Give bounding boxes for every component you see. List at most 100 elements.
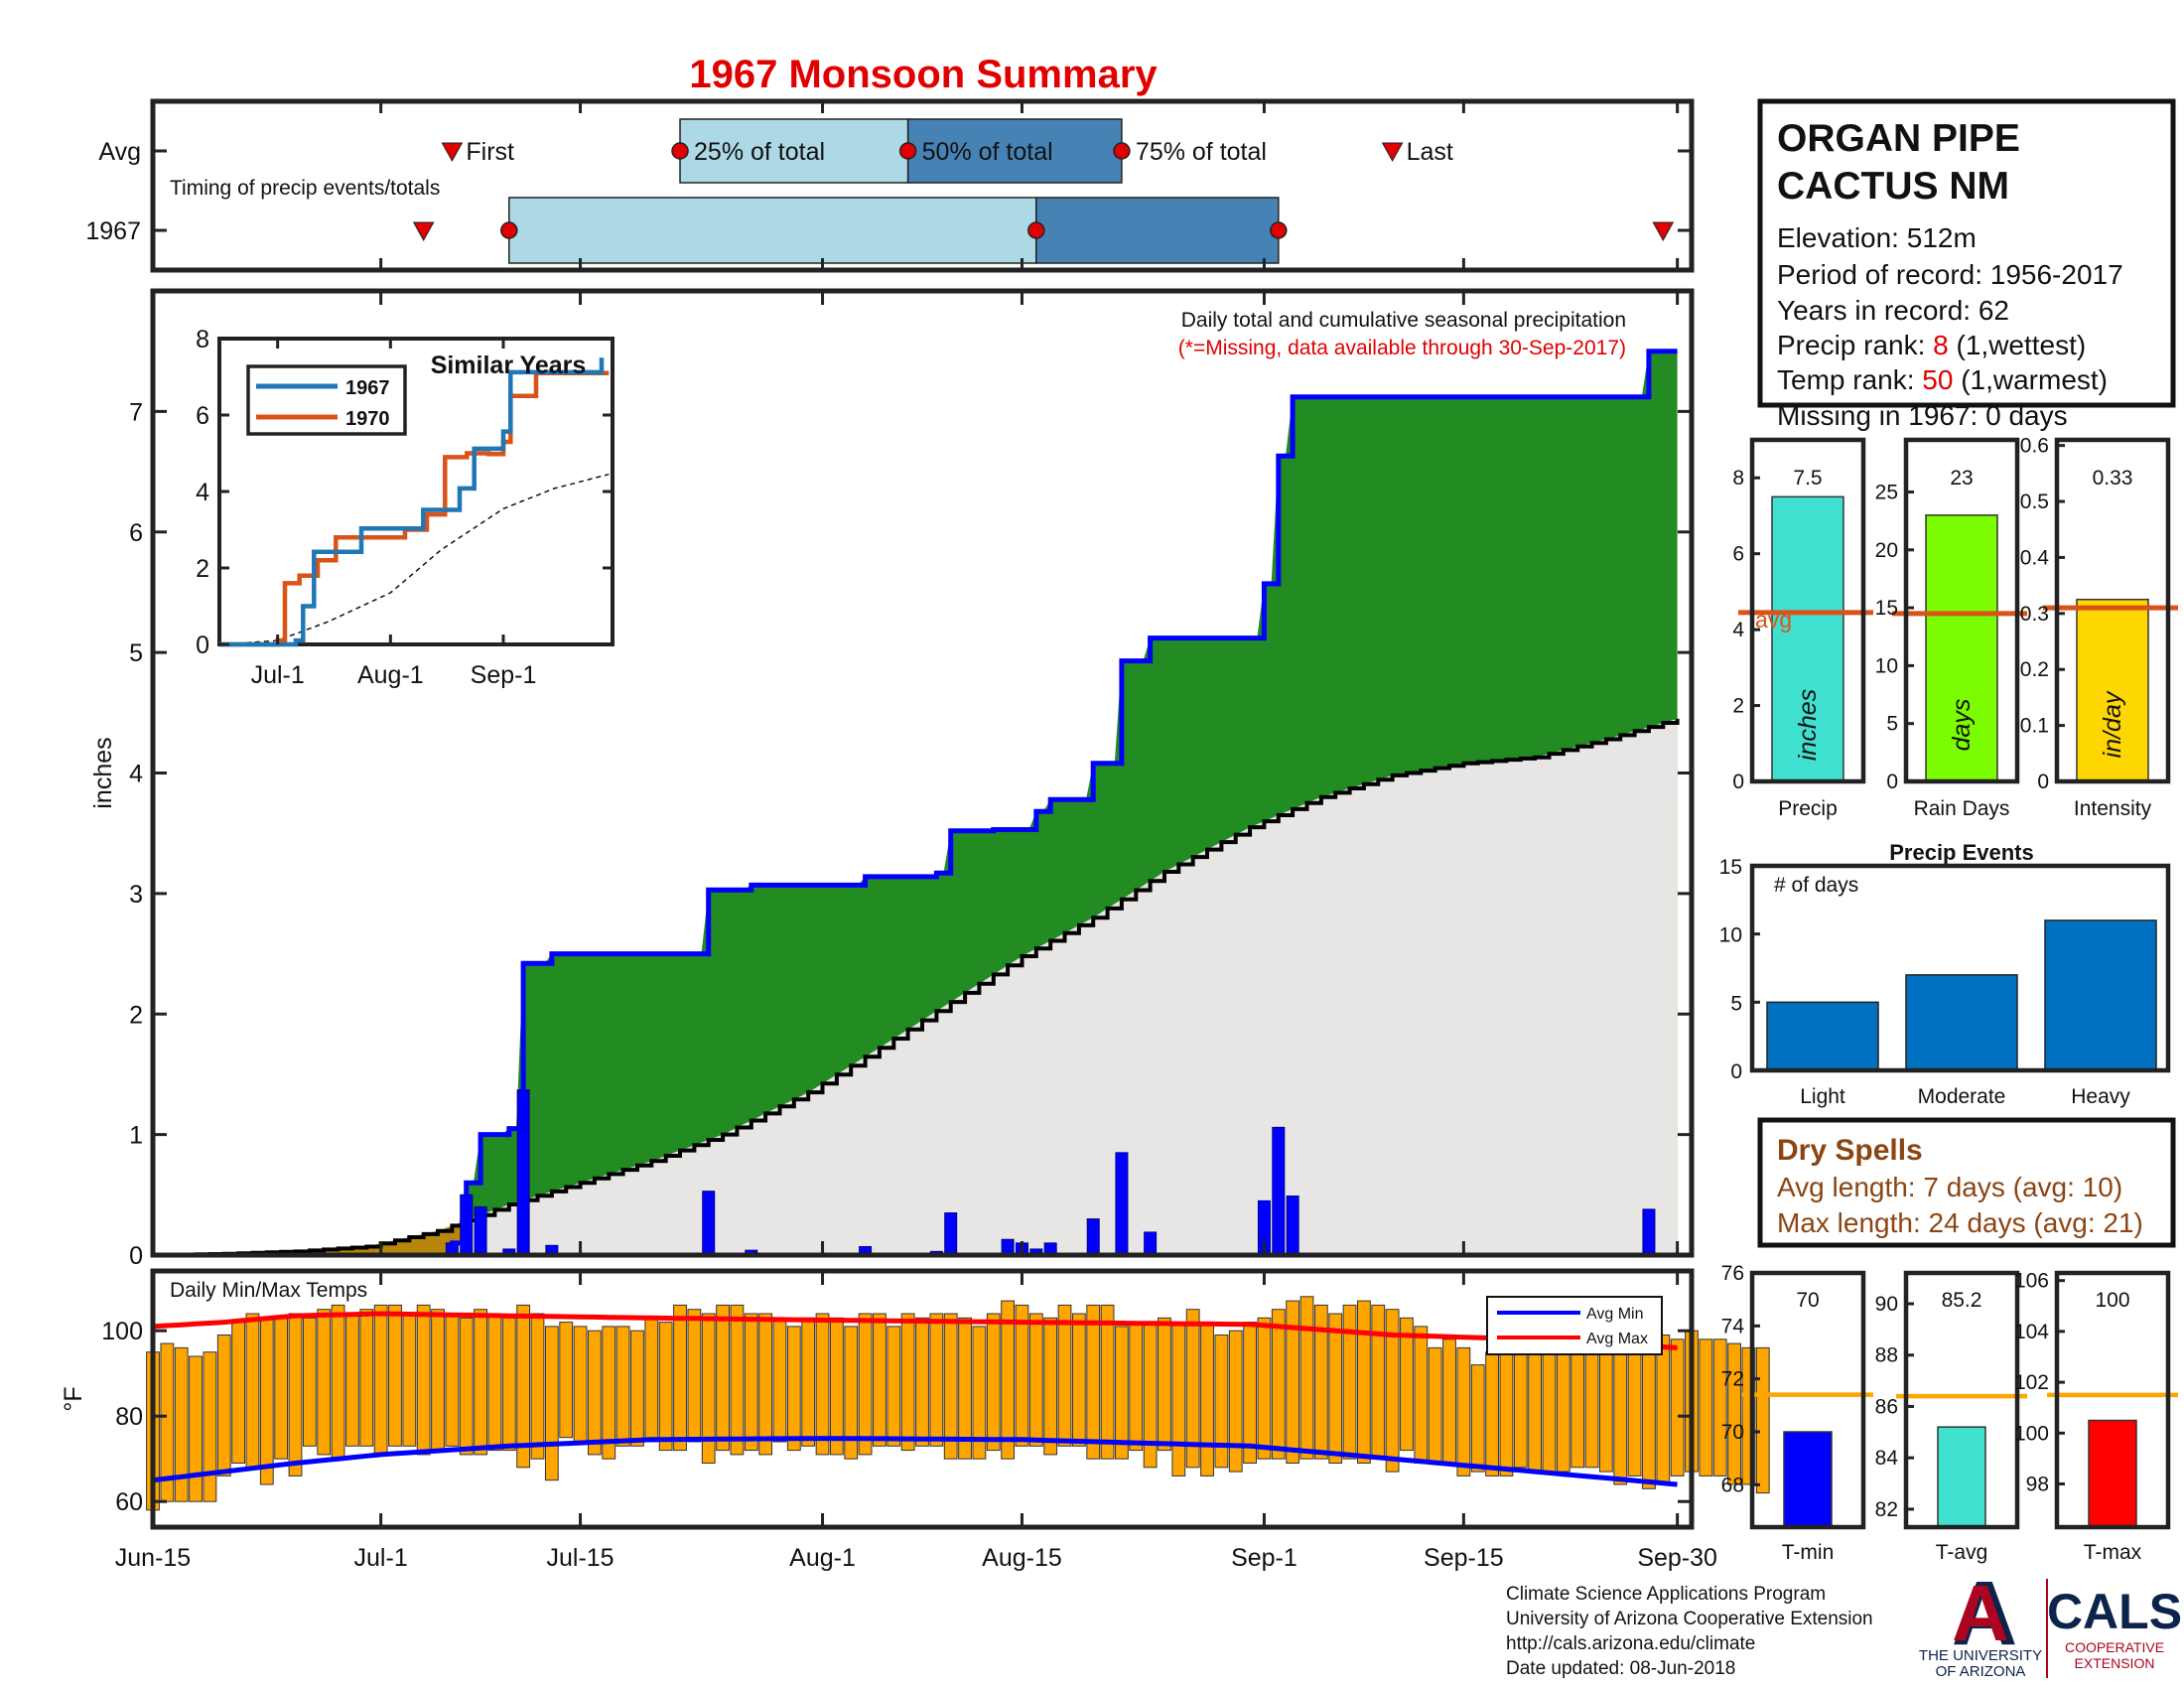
temp-range-bar — [873, 1313, 887, 1447]
summary-unit-label: in/day — [2099, 690, 2126, 758]
temp-rank-value: 50 — [1922, 364, 1953, 395]
x-tick-label: Sep-15 — [1424, 1544, 1504, 1572]
summary-y-tick-label: 8 — [1732, 467, 1744, 490]
temp-range-bar — [359, 1309, 374, 1447]
summary-value-label: 7.5 — [1793, 467, 1822, 490]
timing-triangle — [441, 142, 464, 163]
temp-range-bar — [786, 1326, 801, 1452]
temp-range-bar — [687, 1309, 702, 1443]
timing-row-label: 1967 — [85, 217, 141, 245]
y-tick-label: 7 — [129, 398, 143, 426]
cumulative-precip-line — [153, 349, 1678, 1258]
temp-range-bar — [1542, 1338, 1557, 1473]
event-bar-light — [1766, 1001, 1879, 1071]
temp-range-bar — [288, 1313, 303, 1477]
temp-summary-y-tick-label: 102 — [2014, 1371, 2049, 1394]
temp-range-bar — [1470, 1364, 1485, 1473]
precip-events-chart: Light Moderate Heavy 0 5 10 15 Precip Events # o… — [1719, 840, 2171, 1108]
station-name-line2: CACTUS NM — [1777, 165, 2009, 208]
temp-range-bar — [445, 1313, 460, 1447]
inset-legend-label: 1967 — [345, 377, 390, 399]
temp-summary-y-tick-label: 76 — [1721, 1262, 1744, 1285]
precip-chart: 0 1 2 3 4 5 6 7 inches Daily total and cumulative… — [89, 101, 1695, 1527]
station-period: Period of record: 1956-2017 — [1777, 259, 2123, 290]
temp-summary-bar-2 — [2088, 1419, 2137, 1528]
timing-marker — [500, 221, 518, 239]
daily-precip-bar — [474, 1205, 487, 1256]
footer-line3: http://cals.arizona.edu/climate — [1506, 1633, 1755, 1654]
temp-range-bar — [701, 1313, 716, 1464]
temp-range-bar — [245, 1313, 260, 1469]
event-category-label: Heavy — [2071, 1085, 2130, 1108]
temp-summary-y-tick-label: 82 — [1875, 1498, 1898, 1521]
timing-label-50: 50% of total — [922, 138, 1053, 166]
x-tick-label: Jul-15 — [547, 1544, 614, 1572]
temp-range-bar — [1171, 1322, 1186, 1477]
temp-range-bar — [388, 1304, 402, 1447]
temp-range-bar — [1328, 1313, 1343, 1464]
temp-summary-y-tick-label: 86 — [1875, 1395, 1898, 1418]
dry-spells-title: Dry Spells — [1777, 1134, 1923, 1167]
cals-logo-line2: EXTENSION — [2075, 1655, 2155, 1671]
temp-range-bar — [1228, 1330, 1243, 1473]
inset-x-tick-label: Sep-1 — [471, 661, 537, 689]
inset-legend-label: 1970 — [345, 408, 390, 430]
daily-precip-bar — [1642, 1208, 1656, 1256]
station-elevation: Elevation: 512m — [1777, 222, 1977, 253]
temp-range-bar — [1243, 1322, 1257, 1464]
temp-range-bar — [1129, 1322, 1144, 1452]
temp-range-bar — [1385, 1309, 1400, 1473]
temp-summary-value-label: 85.2 — [1942, 1289, 1982, 1312]
temp-summary-bar-0 — [1783, 1431, 1833, 1528]
y-tick-label: 6 — [129, 519, 143, 547]
timing-box-25-50 — [508, 197, 1037, 264]
summary-y-tick-label: 5 — [1886, 713, 1898, 736]
below-average-area — [153, 1214, 481, 1255]
temp-range-bar — [630, 1330, 644, 1447]
temp-range-bar — [1456, 1346, 1471, 1477]
x-tick-label: Sep-1 — [1231, 1544, 1297, 1572]
summary-panel-label: Rain Days — [1914, 797, 2010, 820]
temp-summary-bar-1 — [1937, 1426, 1986, 1528]
temp-range-bar — [1185, 1309, 1200, 1469]
temp-y-tick-label: 80 — [115, 1403, 143, 1431]
temp-range-bar — [345, 1313, 359, 1447]
temp-summary-value-label: 70 — [1796, 1289, 1819, 1312]
temp-range-bar — [431, 1309, 445, 1452]
temp-range-bar — [1528, 1338, 1543, 1473]
y-tick-label: 3 — [129, 881, 143, 909]
events-frame — [1749, 863, 2171, 1073]
ua-logo-letter: A — [1952, 1569, 2009, 1657]
temp-range-bar — [1001, 1300, 1016, 1460]
summary-y-tick-label: 0 — [1886, 771, 1898, 793]
summary-y-tick-label: 20 — [1875, 539, 1898, 562]
ua-logo-letter-shadow: A — [1952, 1563, 2017, 1664]
timing-frame — [150, 98, 1695, 273]
inset-y-tick-label: 4 — [196, 479, 209, 506]
average-area — [153, 718, 1678, 1255]
temp-range-bar — [1342, 1304, 1357, 1460]
temp-range-bar — [615, 1326, 630, 1447]
timing-label-75: 75% of total — [1136, 138, 1267, 166]
summary-panel-label: Precip — [1778, 797, 1838, 820]
y-tick-label: 0 — [129, 1242, 143, 1270]
temp-range-bar — [1670, 1338, 1685, 1477]
temp-summary-y-tick-label: 84 — [1875, 1447, 1899, 1470]
temp-range-bar — [1100, 1304, 1115, 1460]
daily-precip-bar — [1115, 1152, 1129, 1256]
temp-range-bar — [829, 1317, 844, 1456]
summary-bar-1 — [1925, 514, 1998, 782]
temp-range-bar — [1257, 1317, 1272, 1460]
summary-y-tick-label: 0.2 — [2020, 658, 2049, 681]
temp-summary-frame — [1749, 1270, 1866, 1530]
figure-title: 1967 Monsoon Summary — [689, 53, 1158, 96]
inset-y-tick-label: 8 — [196, 326, 209, 353]
avg-min-line — [152, 1436, 1678, 1487]
cals-logo-text: CALS — [2047, 1584, 2182, 1639]
summary-value-label: 23 — [1950, 467, 1973, 490]
temp-range-bar — [658, 1322, 673, 1452]
cals-logo: CALS COOPERATIVE EXTENSION — [2047, 1584, 2182, 1671]
temp-range-bar — [259, 1317, 274, 1485]
temp-range-bar — [1428, 1346, 1442, 1465]
